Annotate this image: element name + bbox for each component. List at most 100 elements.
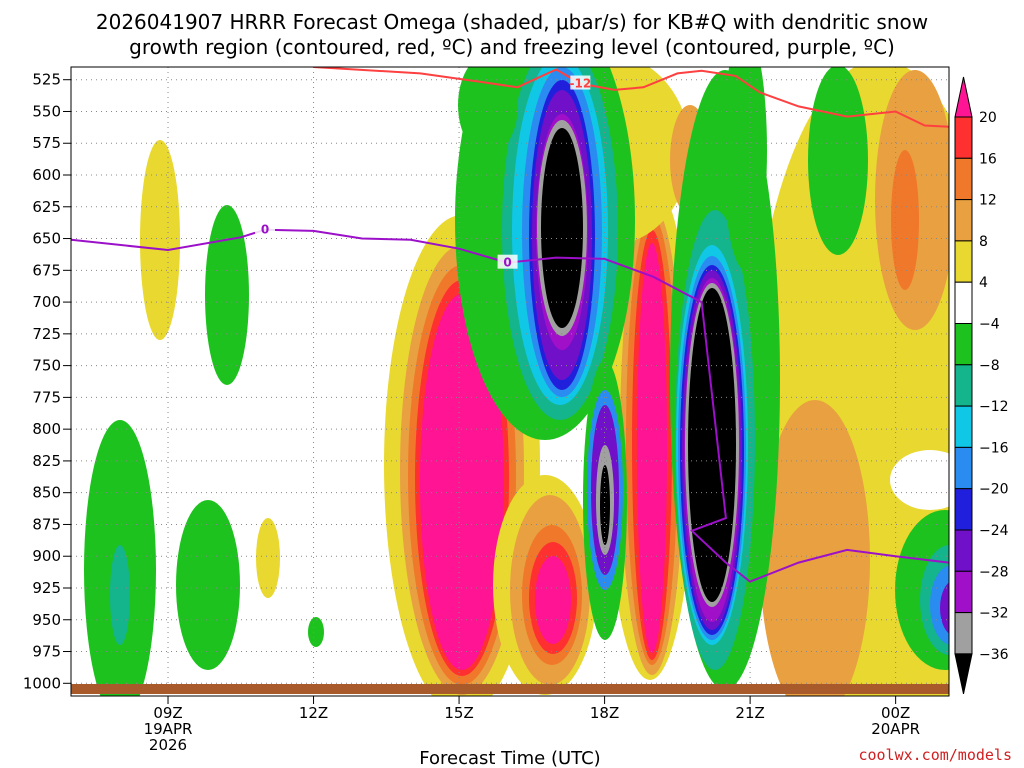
colorbar-label-9: −20 bbox=[979, 482, 1009, 498]
omega-20z-sink-level-minus-36 bbox=[688, 288, 736, 602]
colorbar-swatch-12 bbox=[954, 570, 973, 614]
colorbar-label-0: 20 bbox=[979, 110, 997, 126]
plot-frame bbox=[70, 66, 950, 697]
y-tick-label-575: 575 bbox=[32, 134, 61, 152]
y-tick-label-600: 600 bbox=[32, 166, 61, 184]
y-tick-label-925: 925 bbox=[32, 579, 61, 597]
x-tick-label-18Z: 18Z bbox=[590, 704, 619, 722]
colorbar-swatch-9 bbox=[954, 446, 973, 490]
omega-22z-upper-sink bbox=[808, 67, 868, 255]
y-tick-label-725: 725 bbox=[32, 325, 61, 343]
colorbar-label-11: −28 bbox=[979, 564, 1009, 580]
temperature-contours: -12 0 0 bbox=[71, 67, 949, 583]
omega-cell-17z-low bbox=[493, 475, 597, 695]
omega-right-level-8-low bbox=[760, 400, 870, 696]
colorbar-swatch-5 bbox=[954, 281, 973, 325]
y-tick-label-850: 850 bbox=[32, 484, 61, 502]
colorbar-label-3: 8 bbox=[979, 234, 988, 250]
omega-10z-low-sink bbox=[176, 500, 240, 670]
colorbar-label-8: −16 bbox=[979, 440, 1009, 456]
colorbar-label-10: −24 bbox=[979, 523, 1009, 539]
y-tick-label-900: 900 bbox=[32, 547, 61, 565]
colorbar-swatch-6 bbox=[954, 323, 973, 366]
x-tick-label-00Z: 00Z bbox=[881, 704, 910, 722]
omega-21z-upper-sink bbox=[723, 67, 767, 270]
x-tick-label-12Z: 12Z bbox=[299, 704, 328, 722]
contour-label-freezing-level-0C-1: 0 bbox=[503, 256, 511, 270]
y-axis-pressure-ticks: 525 550 575 600 625 650 675 700 725 750 775 800 825 8… bbox=[23, 71, 71, 692]
terrain-ground-strip bbox=[71, 684, 949, 694]
omega-18z-upper-sink bbox=[458, 67, 518, 155]
colorbar-label-4: 4 bbox=[979, 275, 988, 291]
x-tick-label-20APR: 20APR bbox=[871, 720, 920, 738]
omega-shaded-field bbox=[84, 67, 949, 696]
omega-right-region bbox=[750, 67, 949, 696]
y-tick-label-550: 550 bbox=[32, 102, 61, 120]
colorbar-label-1: 16 bbox=[979, 151, 997, 167]
x-tick-label-09Z: 09Z bbox=[153, 704, 182, 722]
colorbar-swatch-2 bbox=[954, 157, 973, 201]
y-tick-label-875: 875 bbox=[32, 515, 61, 533]
y-tick-label-775: 775 bbox=[32, 388, 61, 406]
omega-right-edge-sink bbox=[895, 510, 949, 670]
omega-sink-20z bbox=[670, 70, 780, 690]
contour-freezing-level-0C bbox=[71, 228, 949, 583]
contour-label-freezing-level-0C-0: 0 bbox=[261, 223, 269, 237]
x-axis-label: Forecast Time (UTC) bbox=[419, 748, 600, 768]
y-tick-label-675: 675 bbox=[32, 261, 61, 279]
omega-right-level-12 bbox=[891, 150, 919, 290]
colorbar-swatch-3 bbox=[954, 199, 973, 242]
x-tick-label-21Z: 21Z bbox=[735, 704, 764, 722]
omega-19z-level-20 bbox=[637, 243, 667, 653]
colorbar-top-triangle bbox=[954, 76, 973, 118]
colorbar-swatch-13 bbox=[954, 612, 973, 655]
x-tick-label-19APR: 19APR bbox=[144, 720, 193, 738]
colorbar-legend: 20 16 12 8 4 −4 −8 −12 −16 −20 −24 −28 −32 −36 bbox=[954, 76, 1009, 695]
y-tick-label-650: 650 bbox=[32, 230, 61, 248]
contour-label-bg-freezing-level-0C-0 bbox=[255, 221, 276, 236]
omega-17z-sink-level-minus-36 bbox=[541, 128, 583, 328]
colorbar-swatch-4 bbox=[954, 240, 973, 283]
colorbar-label-7: −12 bbox=[979, 399, 1009, 415]
omega-17z-low-level-20 bbox=[535, 556, 571, 644]
omega-sink-17z bbox=[455, 67, 635, 440]
y-tick-label-975: 975 bbox=[32, 643, 61, 661]
contour-label-bg-dendritic-growth-minus12C-0 bbox=[570, 75, 591, 90]
colorbar-label-2: 12 bbox=[979, 193, 997, 209]
y-tick-label-800: 800 bbox=[32, 420, 61, 438]
colorbar-swatch-8 bbox=[954, 405, 973, 448]
omega-12z-low-sink bbox=[308, 617, 324, 647]
y-tick-label-825: 825 bbox=[32, 452, 61, 470]
omega-11z-low-lift bbox=[256, 518, 280, 598]
colorbar-swatch-10 bbox=[954, 488, 973, 531]
contour-label-bg-freezing-level-0C-1 bbox=[497, 254, 518, 269]
contour-dendritic-growth-minus12C bbox=[313, 67, 949, 128]
y-tick-label-700: 700 bbox=[32, 293, 61, 311]
y-tick-label-950: 950 bbox=[32, 611, 61, 629]
y-tick-label-1000: 1000 bbox=[23, 674, 61, 692]
colorbar-swatch-1 bbox=[954, 116, 973, 159]
credit-text: coolwx.com/models bbox=[858, 746, 1012, 764]
colorbar-label-13: −36 bbox=[979, 647, 1009, 663]
chart-title-line-1: 2026041907 HRRR Forecast Omega (shaded, … bbox=[96, 10, 928, 34]
colorbar-bottom-triangle bbox=[954, 653, 973, 695]
colorbar-swatch-7 bbox=[954, 364, 973, 407]
colorbar-swatch-11 bbox=[954, 529, 973, 572]
omega-15z-level-20 bbox=[420, 294, 504, 670]
omega-sink-18z bbox=[583, 360, 627, 640]
omega-right-edge-level-minus-24 bbox=[940, 582, 949, 634]
omega-09z-upper-lift bbox=[140, 140, 180, 340]
y-tick-label-750: 750 bbox=[32, 357, 61, 375]
plot-area: -12 0 0 bbox=[70, 66, 950, 697]
omega-09z-low-sink-teal bbox=[110, 545, 130, 645]
colorbar-label-12: −32 bbox=[979, 606, 1009, 622]
contour-label-dendritic-growth-minus12C-0: -12 bbox=[569, 77, 591, 91]
y-tick-label-525: 525 bbox=[32, 71, 61, 89]
chart-title-line-2: growth region (contoured, red, ºC) and f… bbox=[129, 35, 895, 59]
colorbar-label-5: −4 bbox=[979, 317, 1000, 333]
y-tick-label-625: 625 bbox=[32, 198, 61, 216]
omega-18z-sink-level-minus-36 bbox=[600, 465, 610, 545]
omega-right-quiet bbox=[890, 450, 949, 510]
